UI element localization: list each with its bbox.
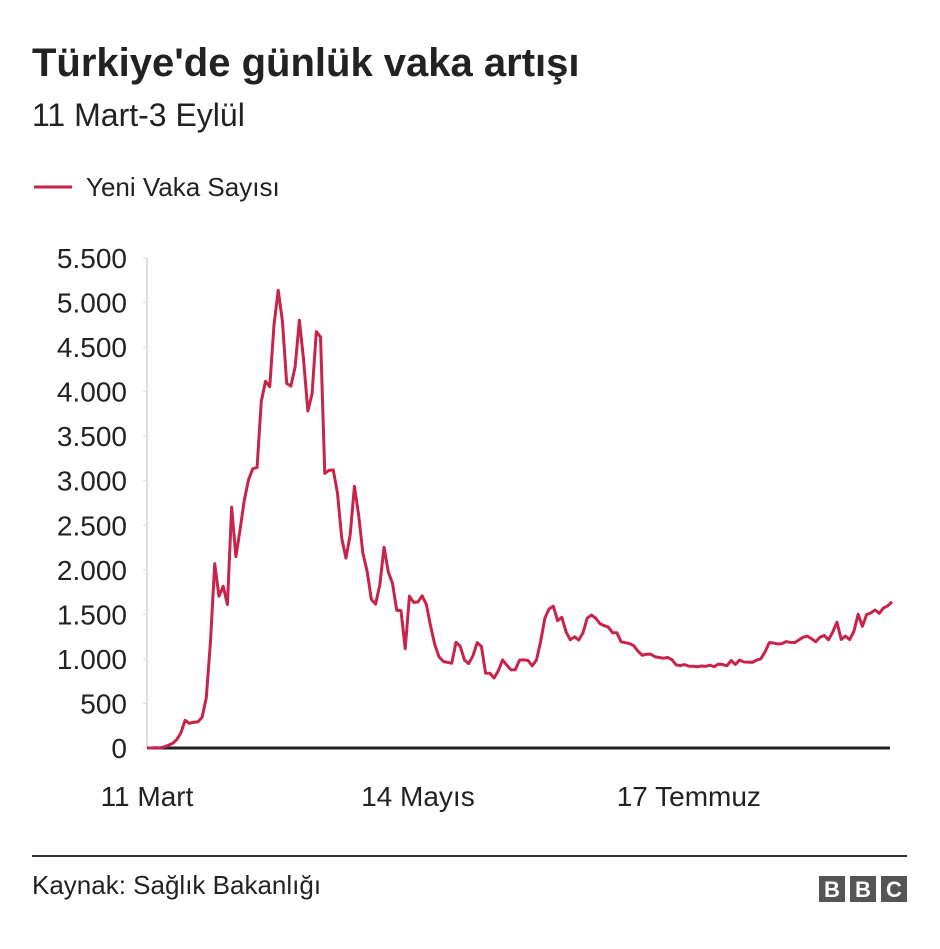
y-tick-label: 5.500	[57, 243, 127, 274]
x-tick-label: 17 Temmuz	[617, 781, 761, 812]
y-tick-label: 3.000	[57, 466, 127, 497]
y-tick-label: 3.500	[57, 421, 127, 452]
svg-text:C: C	[886, 877, 902, 902]
y-tick-label: 0	[111, 733, 127, 764]
y-tick-label: 4.000	[57, 377, 127, 408]
svg-text:B: B	[855, 877, 871, 902]
y-tick-label: 500	[80, 688, 127, 719]
y-tick-label: 4.500	[57, 332, 127, 363]
bbc-logo: B B C	[819, 876, 907, 902]
svg-text:B: B	[824, 877, 840, 902]
y-tick-label: 5.000	[57, 288, 127, 319]
chart-subtitle: 11 Mart-3 Eylül	[32, 97, 245, 133]
legend-label: Yeni Vaka Sayısı	[86, 172, 280, 202]
chart-title: Türkiye'de günlük vaka artışı	[32, 41, 580, 85]
y-tick-label: 2.500	[57, 510, 127, 541]
x-tick-label: 14 Mayıs	[361, 781, 475, 812]
x-tick-label: 11 Mart	[101, 781, 194, 812]
y-tick-label: 1.500	[57, 599, 127, 630]
y-tick-label: 1.000	[57, 644, 127, 675]
source: Kaynak: Sağlık Bakanlığı	[32, 870, 321, 900]
y-tick-label: 2.000	[57, 555, 127, 586]
series-line	[146, 288, 894, 750]
